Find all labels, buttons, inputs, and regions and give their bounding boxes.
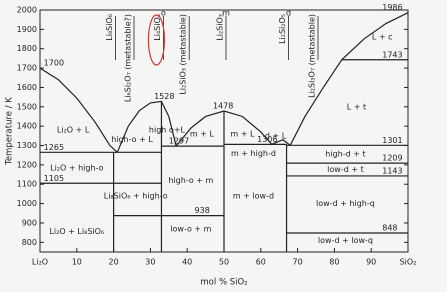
highlight-circle xyxy=(147,14,166,66)
y-tick-label: 1200 xyxy=(17,160,37,169)
compound-label: Li₂SiO₃ xyxy=(216,14,225,41)
temperature-label: 1265 xyxy=(44,143,64,152)
y-tick-label: 1300 xyxy=(17,141,37,150)
x-tick-label: 20 xyxy=(109,258,119,267)
temperature-label: 1700 xyxy=(44,59,64,68)
x-tick-label: Li₂O xyxy=(32,258,48,267)
y-tick-label: 2000 xyxy=(17,6,37,15)
region-label: low-o + m xyxy=(170,224,211,233)
region-label: low-d + low-q xyxy=(318,236,373,245)
phase-boundary xyxy=(271,12,409,147)
region-label: high-o + L xyxy=(111,135,153,144)
compound-label: Li₈SiO₆ xyxy=(105,14,114,41)
y-tick-label: 900 xyxy=(22,218,37,227)
compound-label: Li₂Si₂O₅ xyxy=(278,14,287,44)
x-tick-label: 80 xyxy=(329,258,339,267)
phase-boundary xyxy=(168,116,177,147)
x-tick-label: 40 xyxy=(182,258,192,267)
y-tick-label: 1600 xyxy=(17,83,37,92)
region-label: low-d + t xyxy=(327,165,364,174)
phase-letter: o xyxy=(161,9,166,18)
x-tick-label: 90 xyxy=(366,258,376,267)
temperature-label: 1528 xyxy=(154,92,174,101)
temperature-label: 848 xyxy=(382,224,397,233)
region-label: high-d + t xyxy=(325,150,365,159)
temperature-label: 1986 xyxy=(382,3,402,12)
temperature-label: 1297 xyxy=(169,137,189,146)
region-label: Li₂O + Li₈SiO₆ xyxy=(49,227,104,236)
compound-label: Li₂Si₃O₇ (metastable) xyxy=(308,14,317,98)
y-tick-label: 1000 xyxy=(17,199,37,208)
phase-boundary xyxy=(116,100,170,153)
temperature-label: 1143 xyxy=(382,166,402,175)
region-label: m + L xyxy=(230,129,255,138)
region-label: L + c xyxy=(372,33,393,42)
compound-label: Li₆Si₂O₇ (metastable?) xyxy=(124,14,133,102)
y-tick-label: 1700 xyxy=(17,64,37,73)
x-tick-label: 10 xyxy=(72,258,82,267)
x-tick-label: 50 xyxy=(219,258,229,267)
y-tick-label: 1100 xyxy=(17,180,37,189)
region-label: high-o + m xyxy=(168,176,213,185)
compound-label: Li₄SiO₄ xyxy=(153,14,162,41)
region-label: Li₈SiO₆ + high-o xyxy=(104,191,168,200)
x-tick-label: 30 xyxy=(145,258,155,267)
temperature-label: 1301 xyxy=(382,136,402,145)
y-tick-label: 1800 xyxy=(17,44,37,53)
y-tick-label: 1500 xyxy=(17,102,37,111)
phase-boundary xyxy=(39,67,118,153)
region-label: low-d + high-q xyxy=(316,199,375,208)
temperature-label: 1209 xyxy=(382,154,402,163)
phase-letter: m xyxy=(222,9,230,18)
region-label: m + high-d xyxy=(231,149,276,158)
region-label: Li₂O + L xyxy=(57,126,90,135)
temperature-label: 1306 xyxy=(257,135,277,144)
temperature-label: 1105 xyxy=(44,174,64,183)
x-axis-label: mol % SiO₂ xyxy=(200,278,247,288)
temperature-label: 1478 xyxy=(213,102,233,111)
temperature-label: 938 xyxy=(195,206,210,215)
region-label: d + L xyxy=(265,131,287,140)
region-label: L + t xyxy=(347,102,366,111)
region-label: m + low-d xyxy=(233,191,274,200)
y-tick-label: 1400 xyxy=(17,122,37,131)
x-tick-label: 70 xyxy=(293,258,303,267)
region-label: Li₂O + high-o xyxy=(50,163,103,172)
phase-letter: d xyxy=(286,9,291,18)
y-tick-label: 1900 xyxy=(17,25,37,34)
temperature-label: 1743 xyxy=(382,50,402,59)
y-tick-label: 800 xyxy=(22,238,37,247)
y-axis-label: Temperature / K xyxy=(5,97,15,166)
region-label: high o+L xyxy=(149,126,186,135)
x-tick-label: 60 xyxy=(256,258,266,267)
compound-label: Li₂SiO₃ (metastable) xyxy=(179,14,188,95)
x-tick-label: SiO₂ xyxy=(400,258,417,267)
region-label: m + L xyxy=(190,129,215,138)
